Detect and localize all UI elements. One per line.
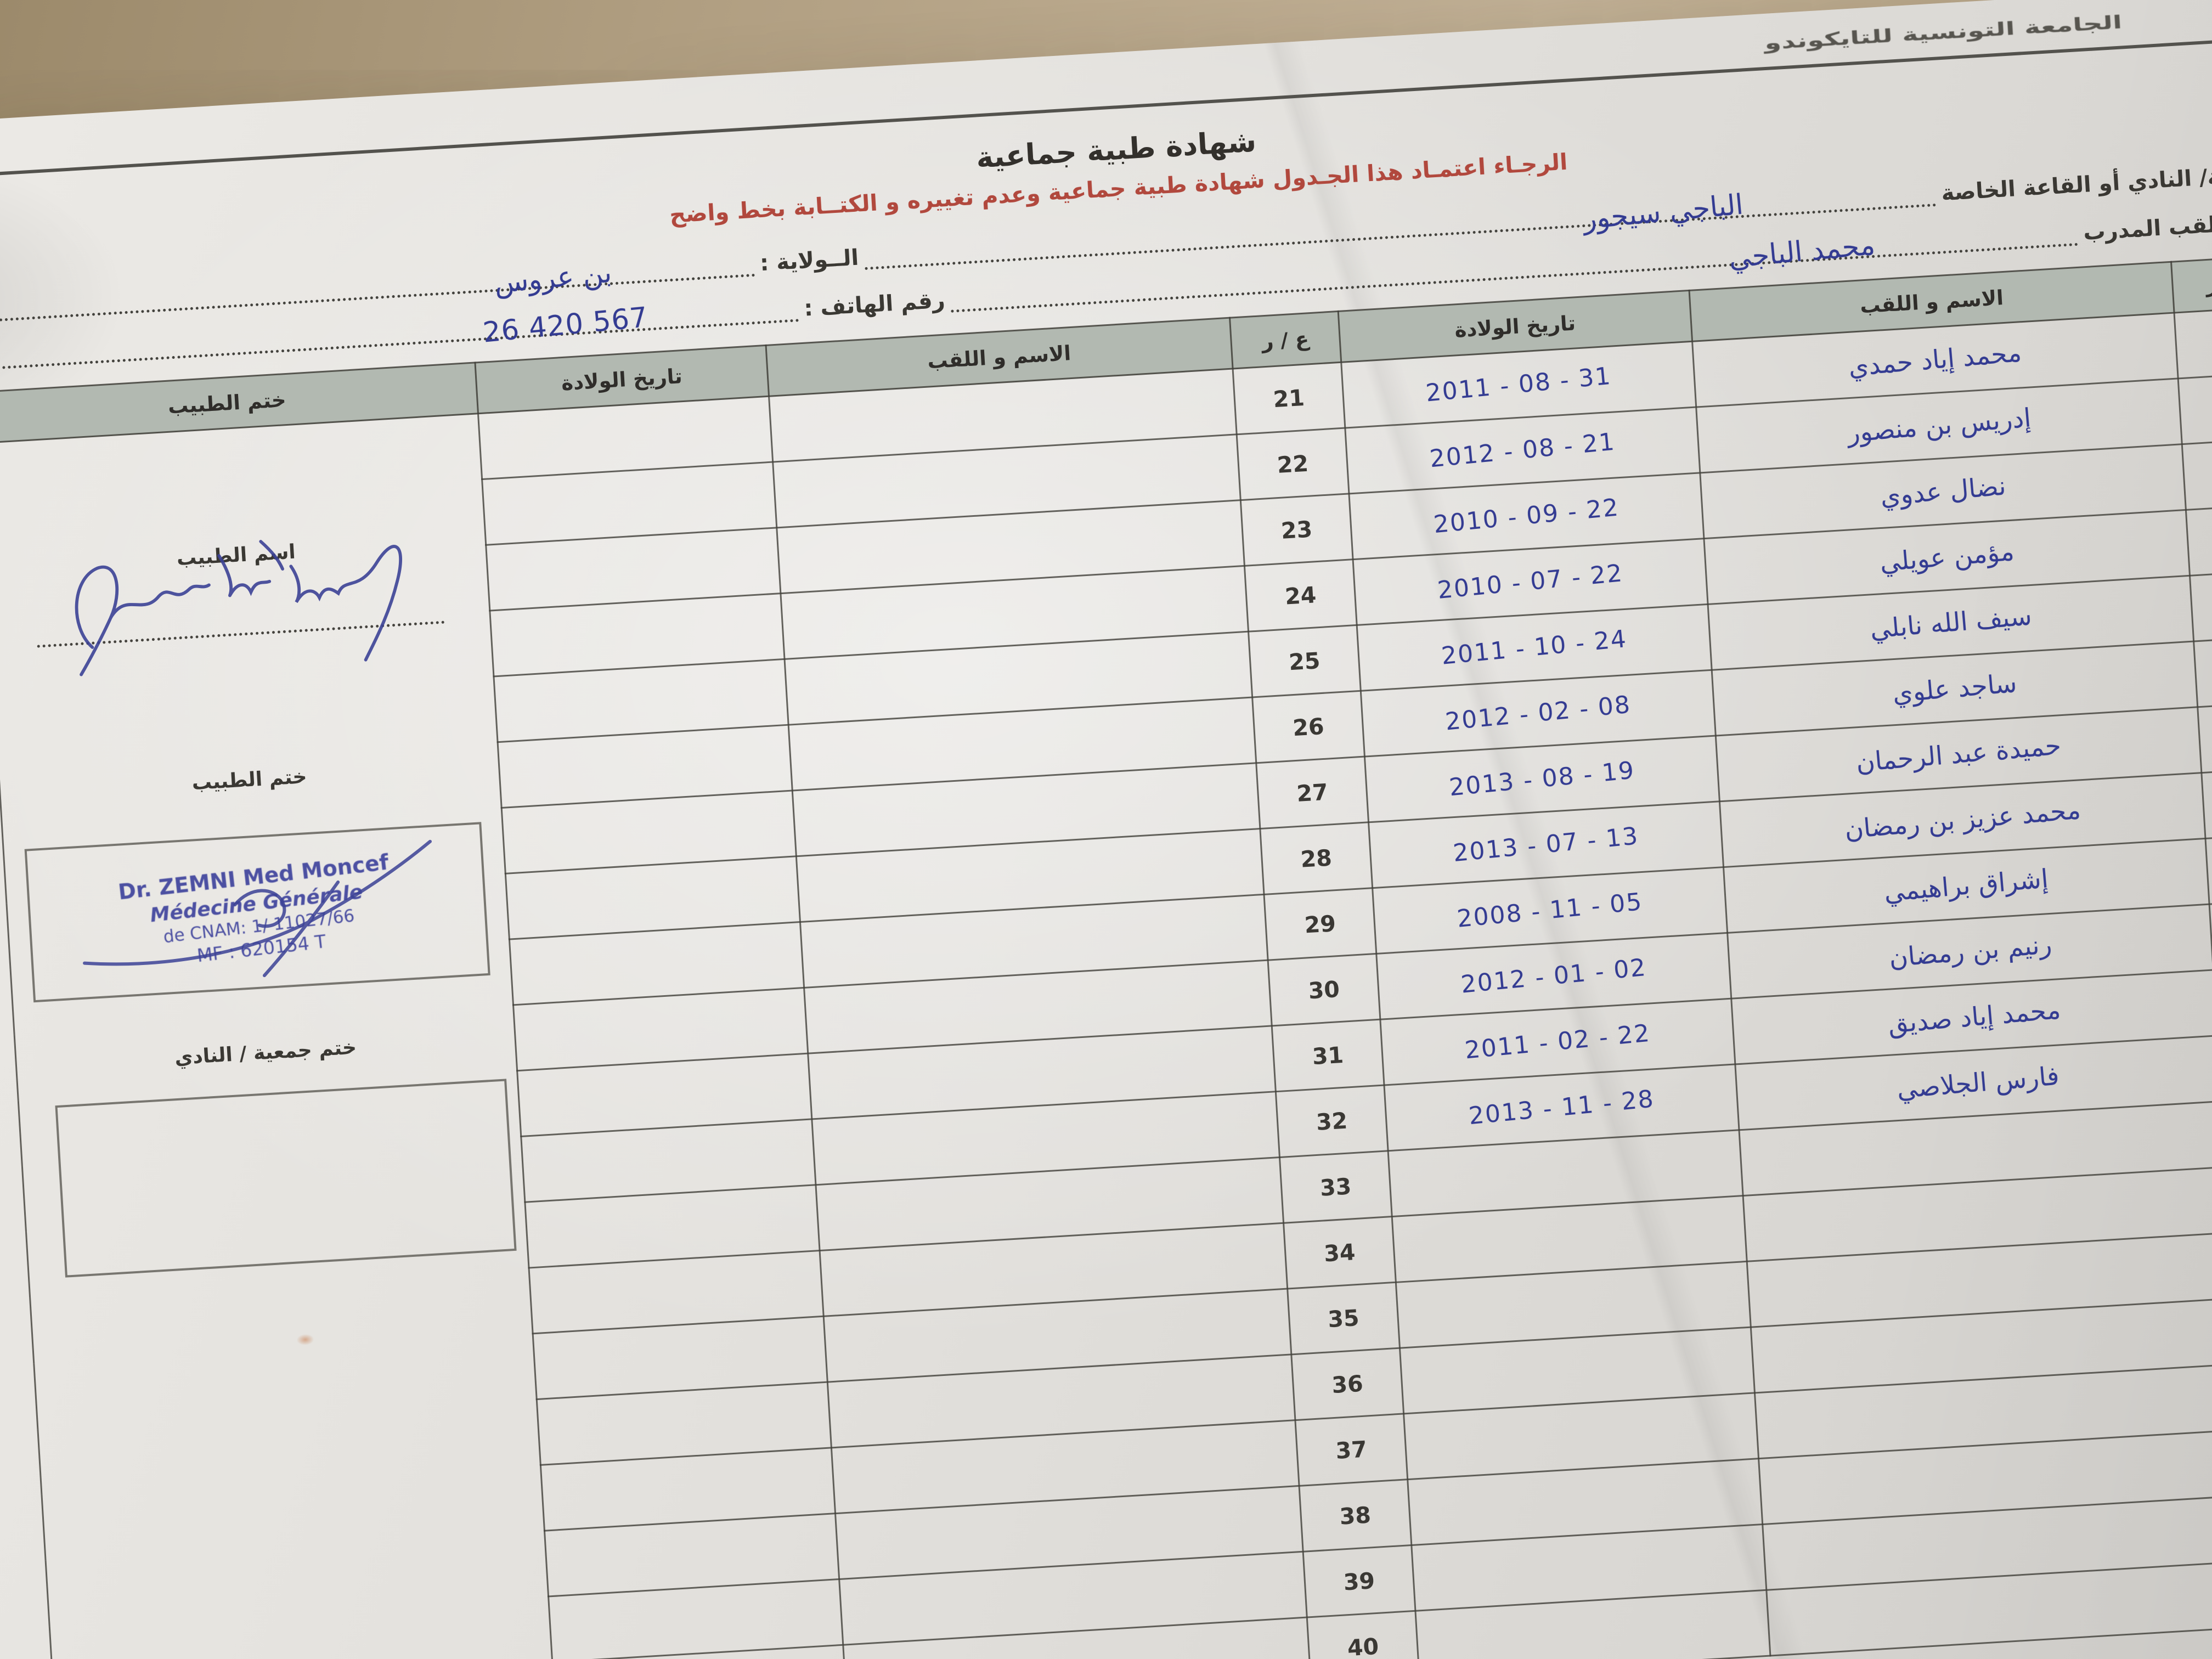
doctor-stamp-cell: اسم الطبيب ختم الطبيب Dr. ZEMNI Med Monc… [0, 413, 556, 1659]
roster-table: ع / ر الاسم و اللقب تاريخ الولادة ع / ر … [0, 254, 2212, 1659]
row-number-left: 32 [1276, 1085, 1388, 1158]
phone-field-label: رقم الهاتف : [803, 287, 946, 321]
row-number-left: 36 [1291, 1348, 1404, 1420]
club-field-label: الجمعية/ النادي أو القاعة الخاصة [1940, 160, 2212, 206]
row-number-left: 39 [1302, 1545, 1415, 1618]
row-number-left: 26 [1252, 691, 1365, 763]
row-number-left: 38 [1299, 1479, 1412, 1552]
doctor-stamp-box: Dr. ZEMNI Med Moncef Médecine Générale d… [25, 822, 490, 1003]
row-number-left: 34 [1283, 1216, 1396, 1289]
trainer-field-handwritten-value: محمد الباجي [1727, 229, 1877, 275]
row-number-left: 24 [1244, 559, 1357, 632]
row-number-right: 01 [2174, 306, 2212, 379]
row-number-left: 22 [1236, 428, 1349, 500]
stamp-signature-ink [83, 839, 432, 978]
row-number-left: 33 [1279, 1150, 1392, 1223]
doctor-stamp-label: ختم الطبيب [191, 765, 308, 795]
row-number-right: 04 [2186, 503, 2212, 576]
row-number-left: 21 [1232, 362, 1345, 435]
row-number-left: 29 [1263, 888, 1376, 961]
row-number-left: 27 [1256, 757, 1369, 829]
club-stamp-box-empty [55, 1079, 517, 1278]
row-number-left: 30 [1267, 953, 1380, 1026]
state-field-label: الــولاية : [759, 245, 860, 276]
column-header-number-left: ع / ر [1229, 311, 1341, 369]
club-stamp-label: ختم جمعية / النادي [174, 1036, 358, 1070]
trainer-field-label: اسم و لقب المدرب [2083, 208, 2212, 246]
row-number-left: 25 [1248, 625, 1361, 698]
row-number-left: 37 [1295, 1413, 1408, 1486]
row-number-right: 02 [2178, 371, 2212, 444]
row-number-right: 03 [2182, 437, 2212, 510]
club-field-handwritten-value: الباجي سيجور [1581, 188, 1745, 236]
state-field-handwritten-value: بن عروس [493, 256, 613, 300]
doctor-signature-ink [75, 540, 403, 676]
phone-field-handwritten-value: 26 420 567 [482, 301, 650, 349]
row-number-left: 31 [1272, 1019, 1384, 1092]
row-number-left: 23 [1240, 493, 1353, 566]
row-number-left: 28 [1260, 822, 1373, 895]
row-number-left: 35 [1287, 1282, 1400, 1355]
row-number-left: 40 [1307, 1611, 1419, 1659]
column-header-number-right: ع / ر [2171, 255, 2212, 313]
doctor-stamp-column: اسم الطبيب ختم الطبيب Dr. ZEMNI Med Monc… [0, 414, 553, 1659]
